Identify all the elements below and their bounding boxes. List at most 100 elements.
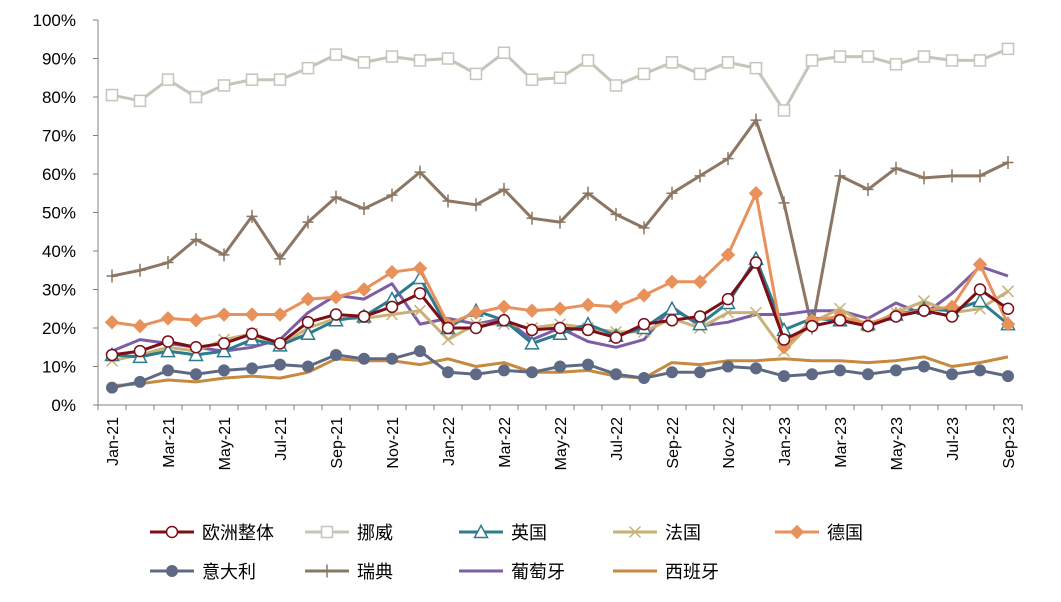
data-point <box>526 366 538 379</box>
data-point <box>917 304 931 317</box>
data-point <box>188 313 204 328</box>
data-point <box>582 186 594 200</box>
data-point <box>246 209 258 223</box>
data-point <box>609 79 623 92</box>
data-point <box>918 360 930 373</box>
data-point <box>273 73 287 86</box>
data-point <box>188 346 204 362</box>
data-point <box>190 232 202 246</box>
data-point <box>553 321 567 335</box>
data-point <box>693 310 707 323</box>
x-tick-label: Mar-22 <box>497 417 514 468</box>
data-point <box>610 207 622 221</box>
data-point <box>441 321 455 335</box>
series-layer <box>104 42 1016 394</box>
data-point <box>665 314 679 327</box>
data-point <box>778 196 790 210</box>
data-point <box>441 52 455 65</box>
data-point <box>357 56 371 69</box>
data-point <box>721 56 735 69</box>
data-point <box>386 188 398 202</box>
data-point <box>385 300 399 314</box>
legend-marker <box>789 524 805 540</box>
data-point <box>692 316 708 331</box>
data-point <box>748 186 764 201</box>
data-point <box>777 333 791 346</box>
data-point <box>525 73 539 86</box>
data-point <box>974 364 986 377</box>
y-tick-label: 80% <box>42 88 76 107</box>
data-point <box>218 248 230 262</box>
x-tick-label: Sep-22 <box>665 417 682 469</box>
data-point <box>133 94 147 108</box>
data-point <box>496 299 512 315</box>
y-tick-label: 100% <box>33 11 76 30</box>
x-tick-label: May-23 <box>889 417 906 470</box>
data-point <box>833 50 847 63</box>
data-point <box>973 54 987 67</box>
data-point <box>329 308 343 321</box>
data-point <box>244 307 260 322</box>
data-point <box>608 299 624 315</box>
data-point <box>386 352 398 365</box>
data-point <box>358 202 370 216</box>
data-point <box>301 61 315 75</box>
data-point <box>414 165 426 179</box>
data-point <box>834 169 846 183</box>
data-point <box>497 46 511 59</box>
data-point <box>301 315 315 329</box>
data-point <box>1001 42 1015 56</box>
data-point <box>974 169 986 183</box>
legend-marker <box>320 525 334 539</box>
data-point <box>105 88 119 102</box>
data-point <box>469 321 483 335</box>
data-point <box>581 323 595 337</box>
data-point <box>356 282 372 297</box>
data-point <box>609 331 623 344</box>
data-point <box>692 274 708 290</box>
data-point <box>302 215 314 229</box>
data-point <box>1000 316 1016 332</box>
data-point <box>749 61 763 75</box>
x-tick-label: Jul-22 <box>609 417 626 461</box>
legend-item: 葡萄牙 <box>459 562 565 582</box>
data-point <box>189 90 203 104</box>
data-point <box>750 113 762 127</box>
data-point <box>470 368 482 381</box>
legend-marker <box>321 564 333 578</box>
series-1 <box>105 256 1015 362</box>
data-point <box>721 292 735 306</box>
axes-layer: 0% 10% 20% 30% 40% 50% 60% 70% 80% 90% 100% Jan-21 M… <box>33 11 1023 470</box>
data-point <box>637 317 651 331</box>
data-point <box>134 263 146 277</box>
data-point <box>105 348 119 362</box>
legend-label: 瑞典 <box>357 562 393 582</box>
data-point <box>580 297 596 313</box>
data-point <box>554 215 566 229</box>
data-point <box>162 364 174 377</box>
data-point <box>384 264 400 280</box>
series-7 <box>106 113 1014 335</box>
data-point <box>526 211 538 225</box>
data-point <box>246 362 258 375</box>
data-point <box>133 344 147 358</box>
legend-label: 英国 <box>511 523 547 543</box>
data-point <box>413 287 427 300</box>
data-point <box>106 269 118 283</box>
data-point <box>470 198 482 212</box>
data-point <box>525 323 539 337</box>
data-point <box>106 381 118 394</box>
legend-label: 德国 <box>827 523 863 543</box>
data-point <box>329 48 343 61</box>
data-point <box>973 283 987 296</box>
data-point <box>694 366 706 379</box>
data-point <box>272 307 288 322</box>
legend-item: 意大利 <box>150 562 256 582</box>
legend-item: 西班牙 <box>613 562 719 582</box>
data-point <box>330 348 342 361</box>
data-point <box>412 261 428 276</box>
legend-label: 挪威 <box>357 523 393 543</box>
data-point <box>972 257 988 272</box>
legend-label: 欧洲整体 <box>202 523 274 543</box>
